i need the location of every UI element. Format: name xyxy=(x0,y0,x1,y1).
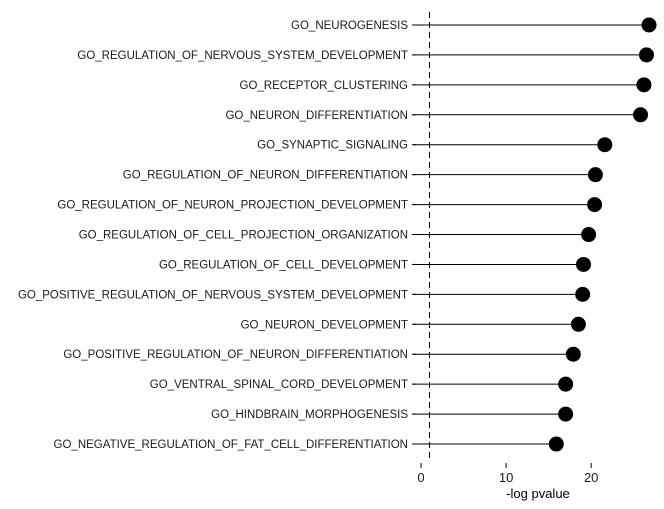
category-label: GO_NEURON_DIFFERENTIATION xyxy=(225,110,408,122)
x-tick-label: 10 xyxy=(499,470,513,485)
category-label: GO_NEURON_DEVELOPMENT xyxy=(241,319,408,331)
category-label: GO_REGULATION_OF_CELL_PROJECTION_ORGANIZ… xyxy=(79,230,408,242)
lollipop-point xyxy=(558,376,574,392)
category-label: GO_SYNAPTIC_SIGNALING xyxy=(257,140,408,152)
category-label: GO_NEGATIVE_REGULATION_OF_FAT_CELL_DIFFE… xyxy=(54,439,408,451)
x-tick-label: 0 xyxy=(417,470,424,485)
lollipop-point xyxy=(565,346,581,362)
category-label: GO_HINDBRAIN_MORPHOGENESIS xyxy=(211,409,408,421)
lollipop-point xyxy=(581,227,597,243)
lollipop-point xyxy=(558,406,574,422)
category-label: GO_POSITIVE_REGULATION_OF_NERVOUS_SYSTEM… xyxy=(18,289,408,301)
x-axis-title: -log pvalue xyxy=(506,486,570,501)
category-label: GO_POSITIVE_REGULATION_OF_NEURON_DIFFERE… xyxy=(63,349,408,361)
category-label: GO_VENTRAL_SPINAL_CORD_DEVELOPMENT xyxy=(150,379,408,391)
lollipop-point xyxy=(587,167,603,183)
category-label: GO_NEUROGENESIS xyxy=(291,20,408,32)
lollipop-point xyxy=(575,286,591,302)
lollipop-point xyxy=(570,316,586,332)
category-label: GO_REGULATION_OF_CELL_DEVELOPMENT xyxy=(159,259,408,271)
x-tick-label: 20 xyxy=(584,470,598,485)
lollipop-point xyxy=(587,197,603,213)
category-label: GO_REGULATION_OF_NEURON_DIFFERENTIATION xyxy=(123,170,408,182)
lollipop-point xyxy=(633,107,649,123)
lollipop-point xyxy=(636,77,652,93)
category-label: GO_RECEPTOR_CLUSTERING xyxy=(240,80,409,92)
lollipop-point xyxy=(548,436,564,452)
lollipop-point xyxy=(638,47,654,63)
lollipop-point xyxy=(597,137,613,153)
category-label: GO_REGULATION_OF_NEURON_PROJECTION_DEVEL… xyxy=(57,200,408,212)
lollipop-point xyxy=(576,256,592,272)
lollipop-point xyxy=(641,17,657,33)
category-label: GO_REGULATION_OF_NERVOUS_SYSTEM_DEVELOPM… xyxy=(77,50,408,62)
